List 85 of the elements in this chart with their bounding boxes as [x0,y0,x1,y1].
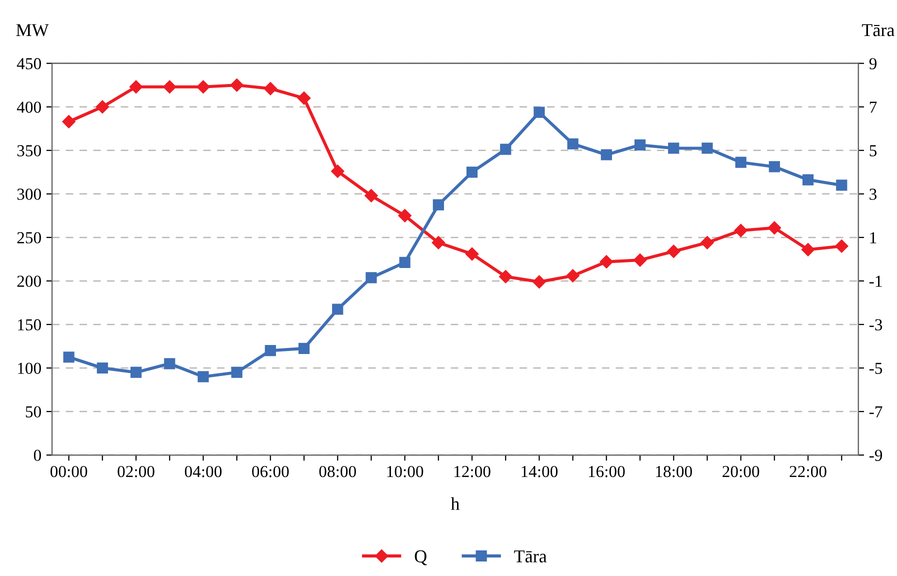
y2-tick-label: -9 [869,450,882,461]
point [836,180,848,191]
point [500,144,512,155]
point [432,199,444,210]
point [634,139,646,151]
y2-tick-label: -3 [869,319,882,330]
point [835,240,848,253]
point [600,149,612,160]
point [264,82,278,96]
point [298,342,310,354]
x-tick-label: 10:00 [387,466,424,478]
point [63,352,74,363]
point [802,174,814,186]
point [331,164,344,178]
point [667,244,680,258]
point [364,189,378,202]
x-tick-label: 00:00 [50,466,88,478]
x-tick-label: 18:00 [656,466,692,478]
point [668,142,680,154]
y2-tick-label: 3 [870,188,877,200]
x-tick-label: 04:00 [184,466,222,478]
point [264,345,276,356]
y-tick-label: 0 [34,450,41,461]
y2-tick-label: -1 [869,276,882,287]
point [768,221,782,234]
point [130,366,142,378]
x-tick-label: 14:00 [522,466,558,478]
point [297,92,311,105]
point [164,358,176,370]
point [534,106,545,118]
point [96,362,108,374]
y2-tick-label: 1 [870,232,876,244]
y2-axis-title: Tāra [862,24,894,36]
y2-tick-label: 7 [870,102,877,113]
y-tick-label: 400 [16,102,41,113]
y2-tick-label: -5 [869,362,882,374]
x-tick-label: 12:00 [454,466,490,478]
point [230,78,244,92]
x-tick-label: 02:00 [118,466,154,478]
point [801,243,815,256]
x-tick-label: 08:00 [319,466,356,478]
point [96,100,110,114]
y2-tick-label: -7 [869,406,882,418]
y-tick-label: 50 [26,406,41,418]
point [499,270,512,284]
y2-tick-label: 9 [869,58,876,70]
point [734,224,748,238]
point [633,253,647,267]
x-tick-label: 06:00 [252,466,289,478]
point [432,236,446,250]
y-tick-label: 200 [17,276,41,287]
y2-tick-label: 5 [870,145,877,156]
y-tick-label: 450 [16,58,41,70]
y-tick-label: 350 [17,145,41,156]
point [466,166,478,178]
point [735,156,746,168]
x-tick-label: 22:00 [790,466,826,478]
point [566,269,580,282]
point [163,80,176,94]
point [532,275,546,288]
y-tick-label: 250 [17,232,41,244]
x-tick-label: 20:00 [722,466,760,478]
point [332,304,344,315]
y-tick-label: 300 [17,188,41,200]
x-tick-label: 16:00 [588,466,625,478]
y-axis-title: MW [16,24,49,36]
point [398,209,412,222]
y-tick-label: 150 [18,319,41,330]
point [567,138,578,150]
point [231,366,242,378]
point [196,80,210,94]
point [768,161,780,172]
point [465,247,479,261]
point [700,236,714,250]
point [702,142,713,154]
point [366,272,377,284]
point [62,115,76,128]
point [600,255,614,268]
point [198,371,209,382]
point [399,256,410,268]
point [129,80,143,94]
legend-label: Tāra [514,550,547,562]
x-axis-title: h [450,497,460,510]
legend-label: Q [414,550,427,566]
y-tick-label: 100 [18,362,41,374]
